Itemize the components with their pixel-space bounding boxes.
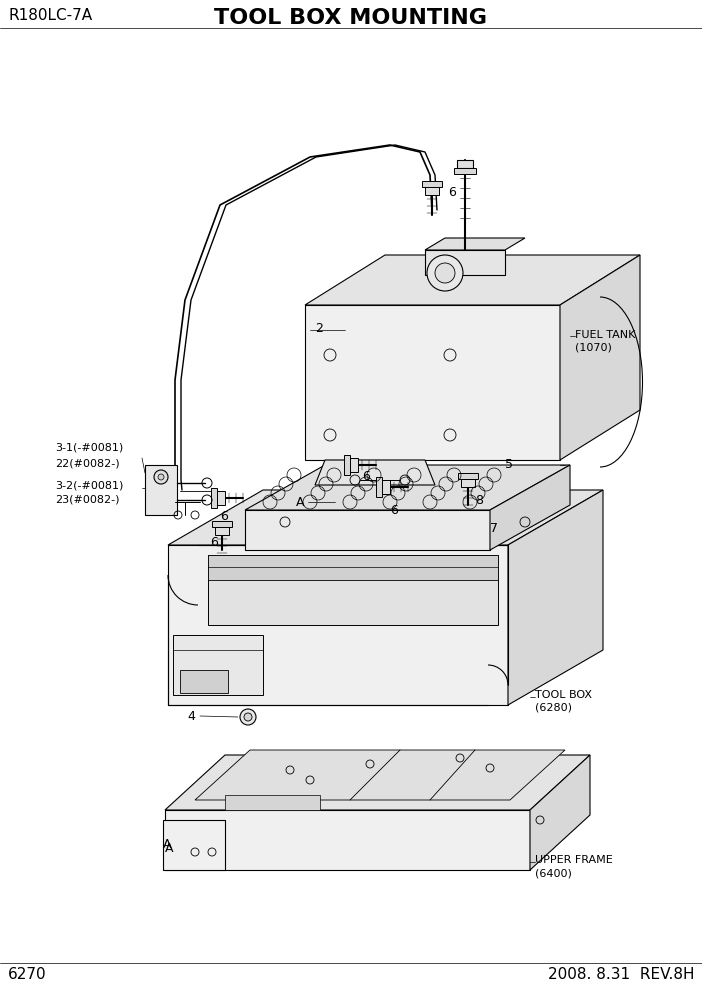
Circle shape	[427, 255, 463, 291]
Polygon shape	[305, 305, 560, 460]
Polygon shape	[212, 521, 232, 527]
Circle shape	[435, 263, 455, 283]
Polygon shape	[215, 527, 229, 535]
Text: UPPER FRAME: UPPER FRAME	[535, 855, 613, 865]
Polygon shape	[376, 477, 382, 497]
Text: TOOL BOX: TOOL BOX	[535, 690, 592, 700]
Polygon shape	[145, 465, 177, 515]
Polygon shape	[425, 187, 439, 195]
Polygon shape	[422, 181, 442, 187]
Polygon shape	[245, 465, 570, 510]
Polygon shape	[208, 555, 498, 625]
Polygon shape	[211, 488, 217, 508]
Text: 3-2(-#0081): 3-2(-#0081)	[55, 480, 124, 490]
Polygon shape	[208, 555, 498, 580]
Polygon shape	[315, 460, 435, 485]
Text: 6270: 6270	[8, 967, 46, 982]
Text: (6400): (6400)	[535, 868, 572, 878]
Polygon shape	[425, 238, 525, 250]
Text: TOOL BOX MOUNTING: TOOL BOX MOUNTING	[215, 8, 487, 28]
Text: R180LC-7A: R180LC-7A	[8, 8, 92, 23]
Circle shape	[240, 709, 256, 725]
Text: FUEL TANK: FUEL TANK	[575, 330, 635, 340]
Polygon shape	[245, 510, 490, 550]
Circle shape	[154, 470, 168, 484]
Polygon shape	[461, 479, 475, 487]
Text: 5: 5	[505, 458, 513, 471]
Text: 6: 6	[220, 510, 228, 523]
Text: 2008. 8.31  REV.8H: 2008. 8.31 REV.8H	[548, 967, 694, 982]
Polygon shape	[454, 168, 476, 174]
Polygon shape	[168, 545, 508, 705]
Text: 2: 2	[315, 321, 323, 334]
Polygon shape	[305, 255, 640, 305]
Polygon shape	[225, 795, 320, 810]
Polygon shape	[350, 458, 358, 472]
Polygon shape	[180, 670, 228, 693]
Polygon shape	[344, 455, 350, 475]
Text: 8: 8	[475, 494, 483, 508]
Polygon shape	[457, 160, 473, 168]
Text: 6: 6	[210, 536, 218, 549]
Text: 23(#0082-): 23(#0082-)	[55, 495, 119, 505]
Polygon shape	[165, 820, 225, 870]
Text: 6: 6	[448, 186, 456, 199]
Polygon shape	[168, 490, 603, 545]
Text: 6: 6	[390, 504, 398, 517]
Text: 3-1(-#0081): 3-1(-#0081)	[55, 443, 124, 453]
Text: A: A	[296, 495, 305, 509]
Polygon shape	[508, 490, 603, 705]
Polygon shape	[163, 820, 225, 870]
Polygon shape	[195, 750, 565, 800]
Text: (1070): (1070)	[575, 343, 612, 353]
Text: 4: 4	[187, 709, 195, 722]
Circle shape	[158, 474, 164, 480]
Text: 22(#0082-): 22(#0082-)	[55, 458, 119, 468]
Circle shape	[244, 713, 252, 721]
Polygon shape	[490, 465, 570, 550]
Polygon shape	[165, 755, 590, 810]
Text: 6: 6	[362, 470, 370, 483]
Polygon shape	[165, 810, 530, 870]
Text: A: A	[165, 841, 173, 854]
Polygon shape	[425, 250, 505, 275]
Polygon shape	[217, 491, 225, 505]
Polygon shape	[382, 480, 390, 494]
Polygon shape	[458, 473, 478, 479]
Polygon shape	[530, 755, 590, 870]
Polygon shape	[560, 255, 640, 460]
Polygon shape	[173, 635, 263, 695]
Text: A: A	[163, 837, 171, 850]
Text: (6280): (6280)	[535, 703, 572, 713]
Text: 7: 7	[490, 522, 498, 535]
